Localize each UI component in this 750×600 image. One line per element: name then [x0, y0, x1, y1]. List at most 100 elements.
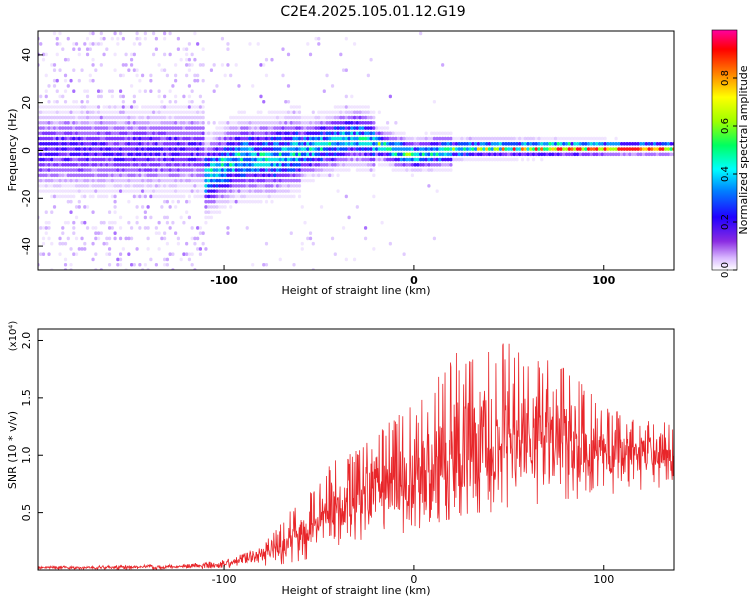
y-multiplier-label: (x10⁴)	[8, 321, 19, 352]
heatmap-cell	[96, 115, 101, 120]
heatmap-cell	[275, 126, 280, 130]
heatmap-cell	[430, 152, 434, 157]
heatmap-cell	[193, 115, 197, 120]
heatmap-cell	[369, 57, 373, 62]
heatmap-cell	[374, 126, 379, 130]
heatmap-cell	[80, 120, 84, 125]
heatmap-cell	[96, 120, 101, 125]
heatmap-cell	[66, 136, 70, 141]
heatmap-cell	[127, 152, 131, 157]
heatmap-cell	[377, 147, 381, 151]
heatmap-cell	[347, 131, 351, 136]
heatmap-cell	[163, 142, 167, 146]
heatmap-cell	[121, 63, 125, 67]
top-y-tick-label: -40	[20, 237, 33, 255]
heatmap-cell	[116, 42, 120, 46]
heatmap-cell	[207, 157, 211, 162]
heatmap-cell	[83, 89, 87, 94]
heatmap-cell	[135, 110, 139, 115]
heatmap-cell	[372, 247, 376, 251]
heatmap-cell	[187, 120, 192, 125]
heatmap-cell	[295, 163, 299, 167]
heatmap-cell	[248, 199, 252, 204]
heatmap-cell	[264, 152, 269, 157]
heatmap-cell	[300, 241, 304, 246]
heatmap-cell	[661, 142, 665, 146]
heatmap-cell	[424, 136, 428, 141]
heatmap-cell	[91, 78, 95, 83]
heatmap-cell	[592, 147, 596, 151]
heatmap-cell	[80, 105, 84, 109]
heatmap-cell	[143, 31, 147, 36]
heatmap-cell	[55, 152, 59, 157]
heatmap-cell	[504, 142, 508, 146]
heatmap-cell	[380, 220, 384, 225]
heatmap-cell	[465, 136, 470, 141]
heatmap-cell	[278, 120, 282, 125]
heatmap-cell	[581, 152, 585, 157]
heatmap-cell	[127, 131, 131, 136]
heatmap-cell	[74, 157, 79, 162]
heatmap-cell	[132, 52, 136, 57]
heatmap-cell	[286, 147, 291, 151]
heatmap-cell	[165, 220, 169, 225]
heatmap-cell	[113, 52, 117, 57]
heatmap-cell	[270, 184, 274, 188]
heatmap-cell	[526, 147, 530, 151]
heatmap-cell	[474, 152, 478, 157]
heatmap-cell	[99, 178, 103, 183]
heatmap-cell	[121, 110, 125, 115]
heatmap-cell	[198, 115, 203, 120]
heatmap-cell	[262, 131, 266, 136]
heatmap-cell	[344, 131, 348, 136]
heatmap-cell	[446, 136, 450, 141]
heatmap-cell	[102, 36, 106, 41]
heatmap-cell	[174, 78, 178, 83]
heatmap-cell	[333, 131, 337, 136]
heatmap-cell	[207, 168, 211, 172]
heatmap-cell	[275, 120, 280, 125]
heatmap-cell	[102, 136, 106, 141]
heatmap-cell	[176, 120, 180, 125]
heatmap-cell	[157, 152, 161, 157]
heatmap-cell	[39, 168, 43, 172]
heatmap-cell	[520, 147, 525, 151]
heatmap-cell	[96, 147, 101, 151]
heatmap-cell	[107, 262, 112, 267]
heatmap-cell	[361, 147, 365, 151]
heatmap-cell	[61, 231, 65, 235]
heatmap-cell	[99, 168, 103, 172]
heatmap-cell	[653, 142, 657, 146]
heatmap-cell	[127, 142, 131, 146]
heatmap-cell	[234, 157, 238, 162]
heatmap-cell	[391, 131, 395, 136]
heatmap-cell	[256, 115, 260, 120]
heatmap-cell	[614, 152, 618, 157]
heatmap-cell	[358, 142, 362, 146]
heatmap-cell	[454, 152, 459, 157]
heatmap-cell	[430, 168, 434, 172]
heatmap-cell	[526, 152, 530, 157]
heatmap-cell	[347, 147, 351, 151]
heatmap-cell	[545, 152, 549, 157]
heatmap-cell	[485, 136, 489, 141]
heatmap-cell	[215, 184, 219, 188]
heatmap-cell	[52, 84, 57, 88]
heatmap-cell	[655, 142, 659, 146]
heatmap-cell	[410, 147, 414, 151]
heatmap-cell	[157, 131, 161, 136]
heatmap-cell	[487, 147, 492, 151]
heatmap-cell	[72, 142, 76, 146]
heatmap-cell	[141, 168, 145, 172]
heatmap-cell	[308, 142, 313, 146]
heatmap-cell	[132, 136, 136, 141]
heatmap-cell	[41, 105, 46, 109]
heatmap-cell	[289, 105, 293, 109]
heatmap-cell	[179, 173, 183, 178]
heatmap-cell	[66, 178, 70, 183]
heatmap-cell	[297, 157, 302, 162]
heatmap-cell	[132, 142, 136, 146]
heatmap-cell	[168, 52, 172, 57]
heatmap-cell	[204, 147, 208, 151]
top-y-tick-label: 0	[20, 147, 33, 154]
